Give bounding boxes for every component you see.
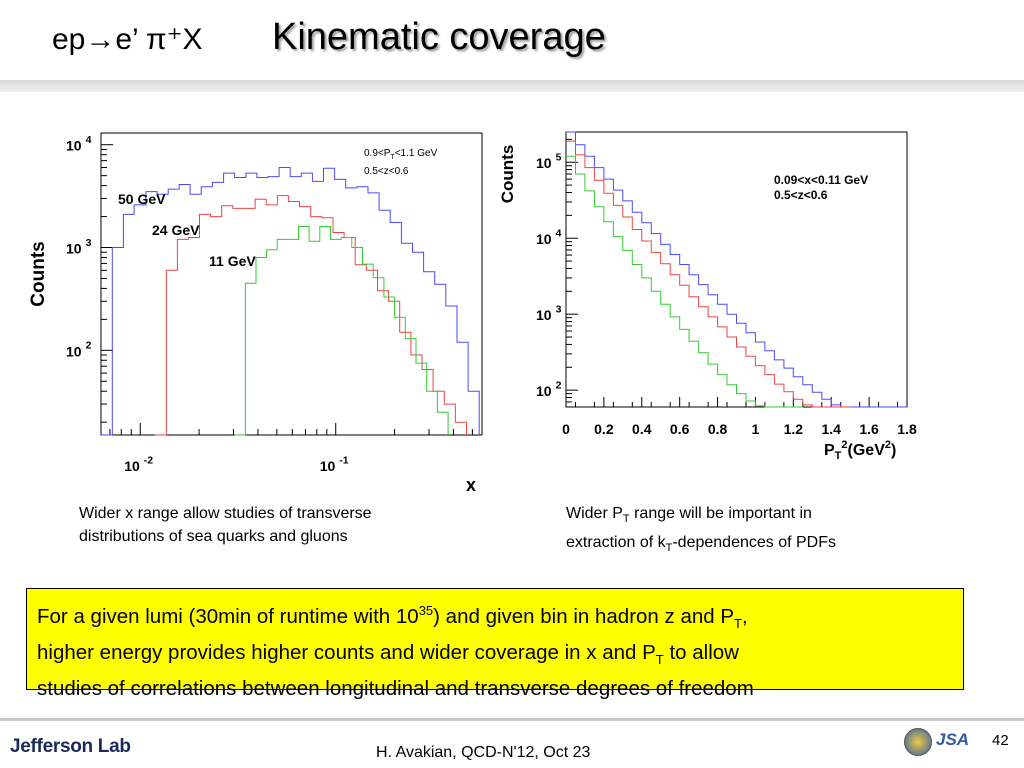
left-plot-axes: 10 -2 10 -1 10 4 10 3 10 2 [66, 134, 473, 474]
jefferson-lab-logo: Jefferson Lab [10, 736, 131, 757]
left-annotation-pt: 0.9<PT<1.1 GeV [364, 148, 438, 161]
legend-label-11gev: 11 GeV [209, 253, 256, 269]
right-series-1-histogram [566, 140, 851, 408]
left-x-axis-label: x [466, 475, 476, 495]
left-plot-series [101, 167, 480, 436]
left-series-0-histogram [101, 167, 480, 436]
right-series-0-histogram [566, 131, 907, 408]
right-x-tick-label: 0.8 [708, 421, 728, 437]
footer-text: H. Avakian, QCD-N'12, Oct 23 [376, 744, 591, 761]
jsa-logo: JSA [936, 730, 970, 749]
slide-title-reaction: ep→e’ π⁺X [52, 23, 203, 56]
right-y-tick-label: 10 2 [536, 379, 562, 399]
left-y-axis-label: Counts [28, 241, 49, 306]
slide-title: Kinematic coverage [272, 16, 606, 58]
right-y-tick-label: 10 4 [536, 228, 562, 248]
right-x-tick-label: 0.4 [632, 421, 652, 437]
right-x-tick-label: 1.4 [821, 421, 841, 437]
left-caption-line1: Wider x range allow studies of transvers… [79, 505, 372, 522]
left-plot-frame [100, 132, 483, 436]
left-caption: Wider x range allow studies of transvers… [79, 502, 372, 548]
right-series-2-histogram [566, 155, 803, 408]
right-caption: Wider PT range will be important in extr… [566, 502, 836, 560]
left-annotation-z: 0.5<z<0.6 [364, 166, 409, 177]
summary-line2: higher energy provides higher counts and… [37, 640, 739, 668]
legend-label-50gev: 50 GeV [118, 191, 166, 207]
left-series-1-histogram [155, 195, 467, 436]
right-x-tick-label: 1.6 [859, 421, 879, 437]
summary-box: For a given lumi (30min of runtime with … [26, 588, 964, 700]
right-caption-line2: extraction of kT-dependences of PDFs [566, 534, 836, 555]
right-x-tick-label: 1.2 [784, 421, 804, 437]
right-x-tick-label: 0 [562, 421, 570, 437]
right-x-tick-label: 0.6 [670, 421, 690, 437]
left-x-tick-label: 10 -1 [320, 454, 349, 474]
footer-divider [0, 718, 1024, 721]
right-y-axis-label: Counts [498, 145, 517, 204]
title-divider [0, 80, 1024, 92]
left-series-2-histogram [234, 226, 449, 436]
summary-line3: studies of correlations between longitud… [37, 677, 754, 701]
x-coverage-chart: 10 -2 10 -1 10 4 10 3 10 2 Counts x 0.9<PT<1.1 Ge… [28, 132, 483, 495]
right-x-tick-label: 1.8 [897, 421, 917, 437]
lab-seal-icon [904, 728, 932, 756]
right-plot-frame [565, 131, 908, 408]
right-x-tick-label: 1 [752, 421, 760, 437]
left-x-tick-label: 10 -2 [124, 454, 153, 474]
legend-label-24gev: 24 GeV [152, 222, 200, 238]
right-y-tick-label: 10 5 [536, 152, 562, 172]
left-caption-line2: distributions of sea quarks and gluons [79, 528, 348, 545]
right-annotation-z: 0.5<z<0.6 [774, 188, 828, 202]
right-annotation-x: 0.09<x<0.11 GeV [774, 173, 868, 187]
right-caption-line1: Wider PT range will be important in [566, 505, 812, 526]
left-y-tick-label: 10 2 [66, 340, 92, 360]
summary-line1: For a given lumi (30min of runtime with … [37, 603, 748, 631]
right-y-tick-label: 10 3 [536, 303, 562, 323]
left-y-tick-label: 10 3 [66, 237, 92, 257]
page-number: 42 [992, 732, 1009, 749]
right-x-tick-label: 0.2 [594, 421, 614, 437]
right-plot-series [566, 131, 907, 408]
left-y-tick-label: 10 4 [66, 134, 92, 154]
right-x-axis-label: PT2(GeV2) [824, 439, 896, 462]
